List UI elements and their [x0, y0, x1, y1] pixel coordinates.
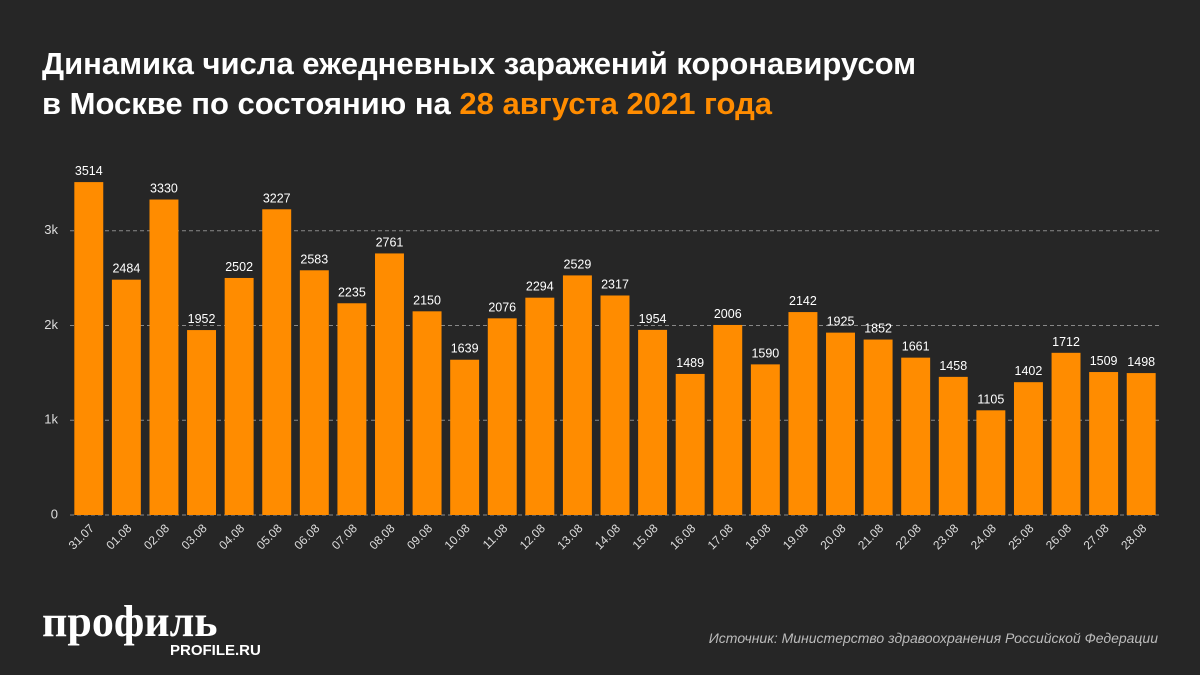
bar [750, 364, 780, 515]
title-date: 28 августа 2021 года [459, 86, 772, 121]
value-label: 2142 [789, 294, 817, 308]
value-label: 3227 [263, 191, 291, 205]
value-label: 1661 [902, 340, 930, 354]
value-label: 1852 [864, 322, 892, 336]
y-tick-label: 1k [44, 412, 58, 427]
bar [375, 253, 404, 515]
value-label: 3330 [150, 182, 178, 196]
bar [450, 359, 480, 515]
bar [149, 199, 179, 516]
chart-title-line: в Москве по состоянию на 28 августа 2021… [42, 86, 773, 121]
bar [224, 277, 254, 515]
bar [863, 339, 893, 515]
value-label: 1489 [676, 356, 704, 370]
value-label: 1402 [1015, 364, 1043, 378]
bar [74, 182, 104, 516]
value-label: 1105 [977, 392, 1004, 406]
value-label: 3514 [75, 164, 103, 178]
value-label: 1458 [939, 359, 967, 373]
y-tick-label: 0 [51, 506, 58, 521]
value-label: 2076 [488, 300, 516, 314]
chart-title: Динамика числа ежедневных заражений коро… [42, 46, 916, 81]
bar [938, 376, 968, 515]
value-label: 1925 [827, 315, 855, 329]
bar [187, 330, 217, 515]
value-label: 2317 [601, 277, 629, 291]
bar [337, 303, 367, 515]
value-label: 2235 [338, 285, 366, 299]
value-label: 1509 [1090, 354, 1118, 368]
bar [562, 275, 592, 515]
bar [1126, 373, 1156, 515]
value-label: 2761 [376, 235, 404, 249]
source: Источник: Министерство здравоохранения Р… [709, 630, 1158, 646]
bar [299, 270, 329, 515]
bar [826, 332, 855, 515]
bar [638, 329, 668, 515]
value-label: 2583 [300, 252, 328, 266]
value-label: 1712 [1052, 335, 1080, 349]
bar [976, 410, 1006, 515]
bar [675, 373, 705, 515]
bar [487, 318, 517, 515]
bar [412, 311, 442, 515]
logo-url: PROFILE.RU [170, 642, 261, 659]
value-label: 1639 [451, 342, 479, 356]
value-label: 1954 [639, 312, 667, 326]
value-label: 2006 [714, 307, 742, 321]
value-label: 2150 [413, 293, 441, 307]
value-label: 1952 [188, 312, 216, 326]
value-label: 2294 [526, 280, 554, 294]
bar [600, 295, 630, 515]
value-label: 2484 [112, 262, 140, 276]
bar [788, 312, 818, 515]
bar [1013, 382, 1043, 515]
value-label: 1590 [751, 346, 779, 360]
y-tick-label: 3k [44, 222, 58, 237]
bar [1089, 372, 1119, 515]
title-line2: в Москве по состоянию на [42, 86, 452, 121]
bar [901, 357, 931, 515]
value-label: 1498 [1127, 355, 1155, 369]
bar [713, 324, 743, 515]
value-label: 2502 [225, 260, 253, 274]
logo: профиль [42, 597, 218, 646]
bar [525, 297, 555, 515]
bar [1051, 352, 1081, 515]
bar [262, 209, 292, 515]
value-label: 2529 [564, 257, 592, 271]
bar [111, 279, 141, 515]
y-tick-label: 2k [44, 317, 58, 332]
